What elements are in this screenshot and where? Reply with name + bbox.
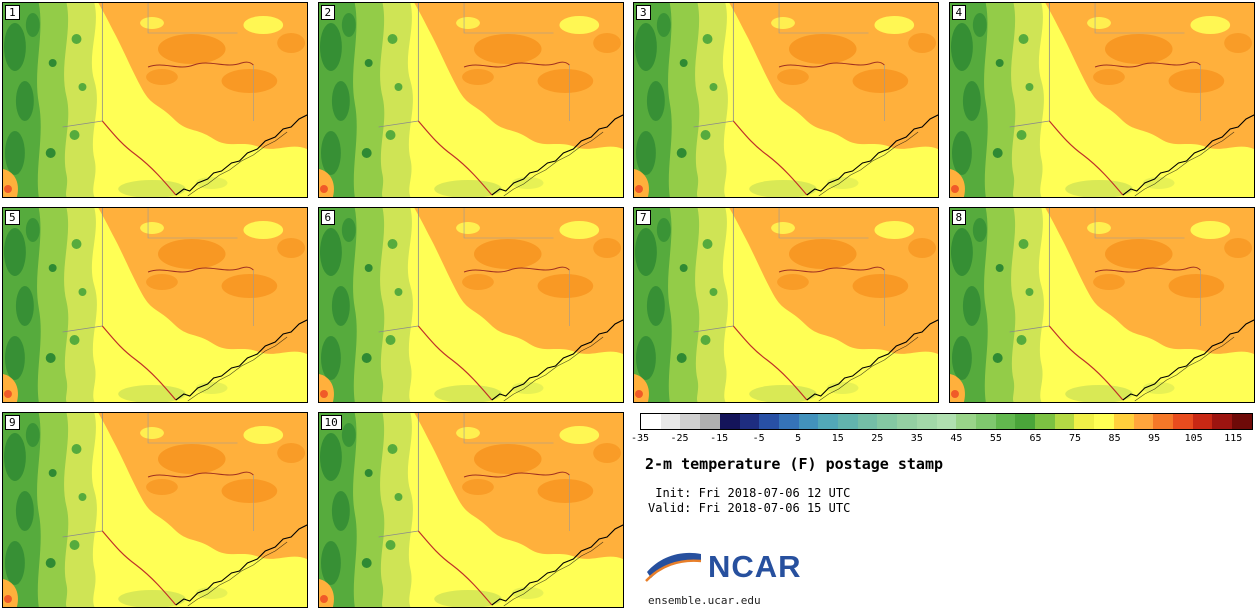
ensemble-member-panel: 9	[2, 412, 308, 608]
member-number-label: 5	[5, 210, 20, 225]
colorbar-segment	[1232, 414, 1252, 429]
ensemble-member-panel: 4	[948, 2, 1255, 198]
colorbar-segment	[680, 414, 701, 429]
colorbar-tick-label: 5	[795, 433, 802, 444]
member-number-label: 4	[951, 5, 967, 20]
colorbar-tick-label: 15	[831, 433, 844, 444]
member-number-label: 7	[636, 210, 651, 225]
colorbar-tick-label: 45	[950, 433, 963, 444]
ncar-logo: NCAR	[645, 548, 802, 586]
ncar-swoosh-icon	[645, 552, 702, 582]
member-number-label: 2	[320, 5, 336, 20]
colorbar-tick-label: 75	[1069, 433, 1082, 444]
figure-title: 2-m temperature (F) postage stamp	[645, 455, 944, 473]
colorbar-segment	[897, 414, 917, 429]
colorbar-tick-label: 55	[989, 433, 1002, 444]
colorbar-segment	[1133, 414, 1154, 429]
colorbar-segment	[1113, 414, 1134, 429]
member-number-label: 10	[320, 415, 342, 430]
colorbar-tick-label: 105	[1184, 433, 1203, 444]
ensemble-member-panel: 2	[317, 2, 624, 198]
colorbar-segment	[778, 414, 799, 429]
colorbar-segment	[857, 414, 878, 429]
colorbar-segment	[739, 414, 760, 429]
temperature-map	[3, 413, 307, 607]
colorbar-tick-label: -25	[670, 433, 689, 444]
colorbar-segment	[995, 414, 1016, 429]
colorbar-segment	[1094, 414, 1114, 429]
ensemble-member-panel: 3	[633, 2, 939, 198]
ncar-wordmark: NCAR	[708, 549, 802, 584]
ensemble-member-panel: 6	[317, 207, 624, 403]
temperature-map	[3, 208, 307, 402]
member-number-label: 1	[5, 5, 20, 20]
colorbar-segment	[1074, 414, 1095, 429]
ensemble-member-panel: 8	[948, 207, 1255, 403]
temperature-map	[318, 208, 623, 402]
init-time-text: Init: Fri 2018-07-06 12 UTC	[648, 486, 851, 500]
colorbar-segment	[641, 414, 661, 429]
temperature-map	[634, 208, 938, 402]
temperature-map	[634, 3, 938, 197]
colorbar-segment	[1192, 414, 1213, 429]
colorbar-tick-label: 115	[1224, 433, 1243, 444]
colorbar-segment	[877, 414, 898, 429]
ensemble-member-panel: 7	[633, 207, 939, 403]
colorbar-segment	[956, 414, 976, 429]
colorbar-tick-label: 65	[1029, 433, 1042, 444]
source-url-text: ensemble.ucar.edu	[648, 594, 761, 607]
colorbar-segment	[818, 414, 839, 429]
colorbar-tick-label: 95	[1148, 433, 1161, 444]
colorbar-segment	[1153, 414, 1173, 429]
colorbar-segment	[838, 414, 858, 429]
colorbar-segment	[1212, 414, 1233, 429]
colorbar-segment	[1035, 414, 1055, 429]
temperature-map	[318, 413, 623, 607]
colorbar-segment	[1172, 414, 1193, 429]
colorbar-tick-label: -35	[630, 433, 650, 444]
ensemble-member-panel: 1	[2, 2, 308, 198]
colorbar-tick-label: 25	[871, 433, 884, 444]
colorbar-tick-label: 85	[1108, 433, 1121, 444]
colorbar-segment	[660, 414, 681, 429]
colorbar-tick-label: 35	[910, 433, 923, 444]
temperature-map	[318, 3, 623, 197]
ensemble-member-panel: 10	[317, 412, 624, 608]
ensemble-member-panel: 5	[2, 207, 308, 403]
temperature-map	[949, 208, 1254, 402]
member-number-label: 9	[5, 415, 20, 430]
colorbar-segment	[1015, 414, 1036, 429]
member-number-label: 8	[951, 210, 967, 225]
colorbar-segment	[1054, 414, 1075, 429]
valid-time-text: Valid: Fri 2018-07-06 15 UTC	[648, 501, 851, 515]
colorbar-tick-label: -5	[752, 433, 765, 444]
member-number-label: 3	[636, 5, 651, 20]
colorbar-segment	[700, 414, 720, 429]
colorbar-segment	[798, 414, 819, 429]
colorbar	[640, 413, 1253, 430]
temperature-map	[949, 3, 1254, 197]
member-number-label: 6	[320, 210, 336, 225]
colorbar-segment	[759, 414, 779, 429]
colorbar-segment	[916, 414, 937, 429]
colorbar-segment	[975, 414, 996, 429]
colorbar-tick-label: -15	[710, 433, 729, 444]
colorbar-segment	[936, 414, 957, 429]
colorbar-ticks: -35 -25 -15 -5 5 15 25 35 45 55 65 75 85 95 105 115	[631, 433, 1253, 447]
colorbar-segment	[719, 414, 740, 429]
temperature-map	[3, 3, 307, 197]
